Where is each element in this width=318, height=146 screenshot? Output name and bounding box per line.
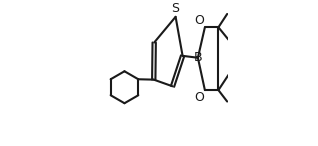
Text: B: B xyxy=(194,51,202,64)
Text: S: S xyxy=(172,2,180,15)
Text: O: O xyxy=(194,91,204,104)
Text: O: O xyxy=(194,14,204,27)
